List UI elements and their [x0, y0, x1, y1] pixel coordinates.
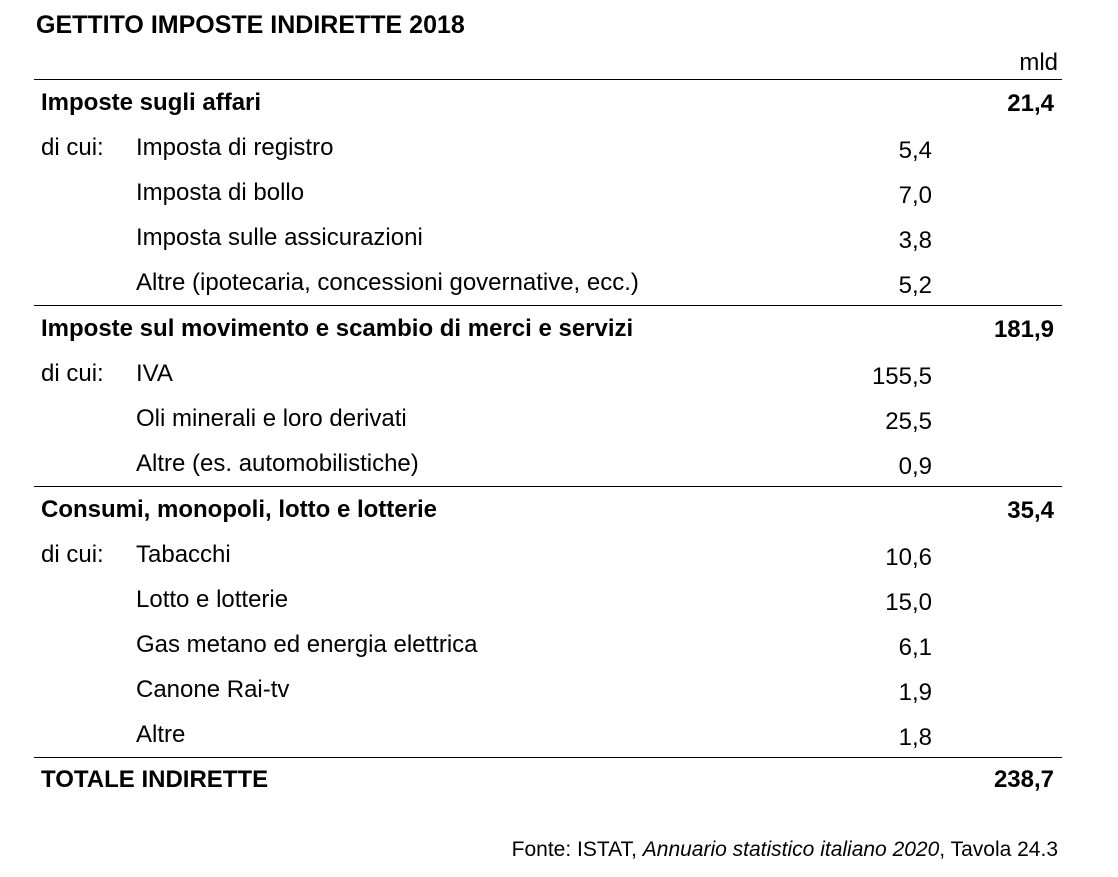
section-total: 21,4: [1007, 90, 1054, 117]
table-row: Oli minerali e loro derivati 25,5: [34, 396, 1062, 441]
section-movimento-scambio: Imposte sul movimento e scambio di merci…: [34, 305, 1062, 486]
source-note: Fonte: ISTAT, Annuario statistico italia…: [512, 836, 1058, 864]
item-label: Tabacchi: [136, 541, 231, 568]
grand-total-label: TOTALE INDIRETTE: [41, 766, 269, 793]
item-value: 15,0: [885, 589, 932, 616]
item-value: 5,2: [898, 272, 932, 299]
page-title: GETTITO IMPOSTE INDIRETTE 2018: [36, 11, 465, 39]
item-value: 7,0: [898, 182, 932, 209]
item-label: Altre (es. automobilistiche): [136, 450, 419, 477]
item-label: Lotto e lotterie: [136, 586, 289, 613]
table-row: Imposta di bollo 7,0: [34, 170, 1062, 215]
item-label: Imposta sulle assicurazioni: [136, 224, 423, 251]
di-cui-prefix: di cui:: [41, 541, 104, 568]
di-cui-prefix: di cui:: [41, 134, 104, 161]
section-header: Imposte sul movimento e scambio di merci…: [34, 306, 1062, 351]
source-suffix: , Tavola 24.3: [939, 838, 1058, 861]
section-total: 35,4: [1007, 497, 1054, 524]
table-row: Altre 1,8: [34, 712, 1062, 757]
item-label: Altre: [136, 721, 186, 748]
table-row: Imposta sulle assicurazioni 3,8: [34, 215, 1062, 260]
section-label: Imposte sugli affari: [41, 89, 262, 116]
section-header: Imposte sugli affari 21,4: [34, 80, 1062, 125]
item-value: 0,9: [898, 453, 932, 480]
grand-total-value: 238,7: [993, 766, 1054, 793]
item-label: Imposta di registro: [136, 134, 334, 161]
section-header: Consumi, monopoli, lotto e lotterie 35,4: [34, 487, 1062, 532]
item-label: Imposta di bollo: [136, 179, 305, 206]
table-row: Gas metano ed energia elettrica 6,1: [34, 622, 1062, 667]
section-consumi-monopoli: Consumi, monopoli, lotto e lotterie 35,4…: [34, 486, 1062, 757]
item-value: 1,8: [898, 724, 932, 751]
item-label: IVA: [136, 360, 173, 387]
item-label: Oli minerali e loro derivati: [136, 405, 407, 432]
section-grand-total: TOTALE INDIRETTE 238,7: [34, 757, 1062, 803]
item-label: Altre (ipotecaria, concessioni governati…: [136, 269, 639, 296]
source-prefix: Fonte: ISTAT,: [511, 838, 643, 861]
item-value: 25,5: [885, 408, 932, 435]
di-cui-prefix: di cui:: [41, 360, 104, 387]
section-label: Imposte sul movimento e scambio di merci…: [41, 315, 634, 342]
item-value: 5,4: [898, 137, 932, 164]
item-value: 3,8: [898, 227, 932, 254]
table-row: Canone Rai-tv 1,9: [34, 667, 1062, 712]
item-value: 6,1: [898, 634, 932, 661]
item-value: 1,9: [898, 679, 932, 706]
table-row: di cui: IVA 155,5: [34, 351, 1062, 396]
table-row: Altre (ipotecaria, concessioni governati…: [34, 260, 1062, 305]
item-label: Gas metano ed energia elettrica: [136, 631, 478, 658]
table-row: di cui: Imposta di registro 5,4: [34, 125, 1062, 170]
section-imposte-affari: Imposte sugli affari 21,4 di cui: Impost…: [34, 79, 1062, 305]
table-row: Altre (es. automobilistiche) 0,9: [34, 441, 1062, 486]
source-publication: Annuario statistico italiano 2020: [642, 838, 940, 861]
item-value: 10,6: [885, 544, 932, 571]
table-row: Lotto e lotterie 15,0: [34, 577, 1062, 622]
table-row: di cui: Tabacchi 10,6: [34, 532, 1062, 577]
section-label: Consumi, monopoli, lotto e lotterie: [41, 496, 437, 523]
item-label: Canone Rai-tv: [136, 676, 290, 703]
unit-label: mld: [1019, 49, 1058, 76]
section-total: 181,9: [993, 316, 1054, 343]
item-value: 155,5: [871, 363, 932, 390]
grand-total-row: TOTALE INDIRETTE 238,7: [34, 758, 1062, 803]
tax-table: Imposte sugli affari 21,4 di cui: Impost…: [34, 79, 1062, 803]
